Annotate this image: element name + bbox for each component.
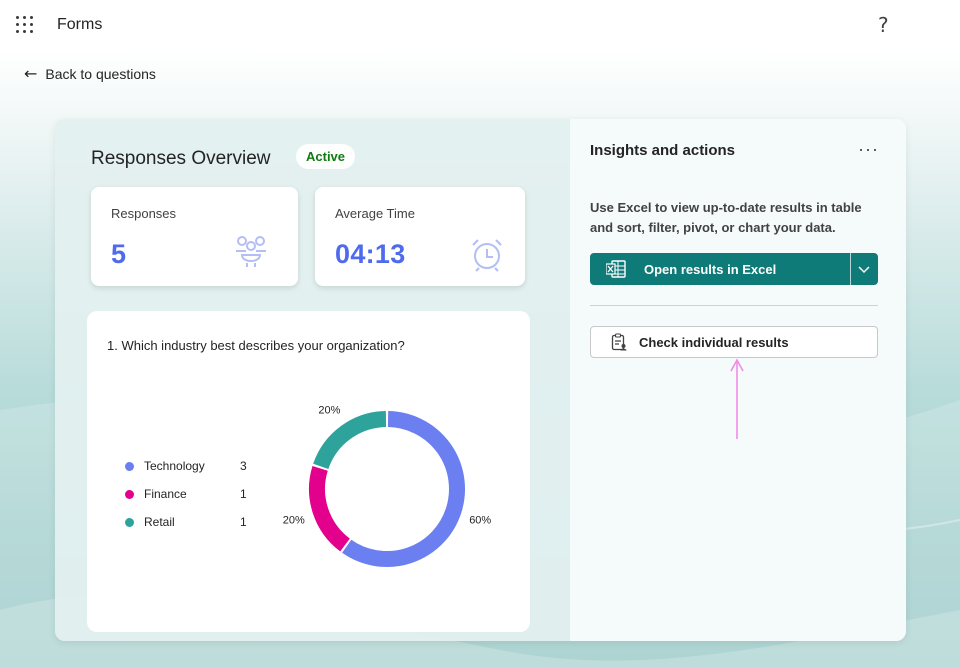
legend-name: Finance bbox=[144, 487, 187, 501]
donut-chart: 60% 20% 20% bbox=[283, 405, 491, 567]
legend-count: 1 bbox=[240, 487, 247, 501]
average-time-card: Average Time 04:13 bbox=[315, 187, 525, 286]
donut-slice-finance bbox=[309, 466, 351, 552]
donut-slice-technology bbox=[342, 411, 465, 567]
back-label: Back to questions bbox=[45, 65, 156, 82]
back-to-questions-link[interactable]: ← Back to questions bbox=[24, 64, 156, 83]
legend-dot bbox=[125, 461, 134, 471]
app-title: Forms bbox=[57, 16, 103, 33]
responses-panel: Responses Overview Active Responses 5 Av… bbox=[55, 119, 906, 641]
back-arrow-icon: ← bbox=[24, 64, 38, 83]
open-in-excel-button[interactable]: Open results in Excel bbox=[590, 253, 878, 285]
responses-count: 5 bbox=[111, 239, 127, 269]
chart-legend: Technology 3 Finance 1 Retail 1 bbox=[125, 452, 247, 536]
legend-item: Retail 1 bbox=[125, 508, 247, 536]
split-divider bbox=[850, 253, 851, 285]
clipboard-person-icon bbox=[611, 333, 627, 351]
question-title: 1. Which industry best describes your or… bbox=[107, 338, 405, 353]
question-chart-card: 1. Which industry best describes your or… bbox=[87, 311, 530, 632]
status-badge: Active bbox=[296, 144, 356, 169]
app-launcher-icon[interactable] bbox=[16, 16, 34, 34]
help-icon[interactable]: ? bbox=[878, 13, 889, 37]
legend-dot bbox=[125, 489, 134, 499]
average-time-value: 04:13 bbox=[335, 239, 406, 269]
legend-count: 1 bbox=[240, 515, 247, 529]
insights-title: Insights and actions bbox=[590, 142, 736, 159]
people-icon bbox=[236, 236, 266, 267]
legend-item: Finance 1 bbox=[125, 480, 247, 508]
donut-label-finance: 20% bbox=[283, 514, 305, 526]
average-time-label: Average Time bbox=[335, 206, 415, 221]
page-title: Responses Overview bbox=[91, 148, 271, 169]
responses-label: Responses bbox=[111, 206, 177, 221]
insights-pane: Insights and actions ··· Use Excel to vi… bbox=[570, 119, 906, 641]
legend-name: Retail bbox=[144, 515, 175, 529]
open-in-excel-label: Open results in Excel bbox=[644, 261, 777, 277]
section-divider bbox=[590, 305, 878, 306]
open-in-excel-main[interactable]: Open results in Excel bbox=[590, 253, 850, 285]
top-bar: Forms ? bbox=[0, 0, 960, 50]
more-options-icon[interactable]: ··· bbox=[858, 139, 879, 159]
responses-card: Responses 5 bbox=[91, 187, 298, 286]
annotation-arrow bbox=[730, 358, 744, 439]
check-individual-results-label: Check individual results bbox=[639, 334, 789, 350]
responses-overview-pane: Responses Overview Active Responses 5 Av… bbox=[55, 119, 570, 641]
alarm-clock-icon bbox=[472, 239, 502, 272]
insights-description: Use Excel to view up-to-date results in … bbox=[590, 200, 862, 235]
legend-dot bbox=[125, 517, 134, 527]
legend-name: Technology bbox=[144, 459, 205, 473]
excel-icon bbox=[606, 260, 626, 278]
donut-label-retail: 20% bbox=[318, 405, 340, 417]
legend-count: 3 bbox=[240, 459, 247, 473]
donut-slice-retail bbox=[313, 411, 387, 470]
check-individual-results-button[interactable]: Check individual results bbox=[590, 326, 878, 358]
chevron-down-icon[interactable] bbox=[856, 259, 872, 279]
legend-item: Technology 3 bbox=[125, 452, 247, 480]
donut-label-technology: 60% bbox=[469, 514, 491, 526]
